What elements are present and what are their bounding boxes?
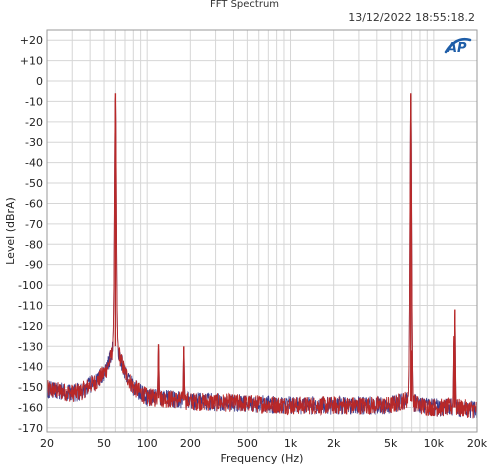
y-tick-label: -40	[25, 157, 43, 170]
y-tick-label: -100	[18, 279, 43, 292]
plot-border	[46, 29, 478, 433]
y-tick-label: -80	[25, 238, 43, 251]
x-tick-label: 20	[40, 437, 54, 450]
plot-area[interactable]	[47, 30, 477, 432]
ap-logo: AP	[444, 38, 472, 56]
y-tick-label: +20	[20, 34, 43, 47]
y-tick-label: -130	[18, 340, 43, 353]
y-tick-label: 0	[36, 75, 43, 88]
series-line-primary	[46, 95, 478, 419]
grid	[47, 30, 477, 432]
y-tick-label: -120	[18, 320, 43, 333]
y-tick-label: -30	[25, 136, 43, 149]
x-tick-label: 2k	[327, 437, 341, 450]
traces	[46, 95, 478, 419]
x-tick-label: 10k	[424, 437, 445, 450]
x-tick-labels: 20 50 100 200 500 1k 2k 5k 10k 20k	[40, 437, 488, 450]
timestamp: 13/12/2022 18:55:18.2	[348, 11, 475, 24]
logo-text: AP	[446, 41, 467, 56]
x-tick-label: 5k	[384, 437, 398, 450]
x-tick-label: 100	[137, 437, 158, 450]
chart-title: FFT Spectrum	[209, 0, 280, 10]
y-tick-label: -10	[25, 95, 43, 108]
y-tick-labels: +20 +10 0 -10 -20 -30 -40 -50 -60 -70 -80 -90 -100 -1…	[18, 34, 43, 435]
x-tick-label: 20k	[467, 437, 488, 450]
y-tick-label: -60	[25, 197, 43, 210]
x-tick-label: 500	[237, 437, 258, 450]
x-axis-label: Frequency (Hz)	[221, 452, 304, 465]
y-tick-label: -50	[25, 177, 43, 190]
x-tick-label: 200	[180, 437, 201, 450]
y-tick-label: -140	[18, 361, 43, 374]
y-tick-label: -110	[18, 299, 43, 312]
y-axis-label: Level (dBrA)	[4, 197, 17, 265]
y-tick-label: -170	[18, 422, 43, 435]
y-tick-label: -70	[25, 218, 43, 231]
y-tick-label: -160	[18, 402, 43, 415]
y-tick-label: -150	[18, 381, 43, 394]
x-tick-label: 1k	[284, 437, 298, 450]
y-tick-label: -90	[25, 259, 43, 272]
y-tick-label: +10	[20, 55, 43, 68]
peaks	[114, 93, 456, 408]
logo-swoosh	[444, 38, 472, 54]
y-tick-label: -20	[25, 116, 43, 129]
x-tick-label: 50	[97, 437, 111, 450]
